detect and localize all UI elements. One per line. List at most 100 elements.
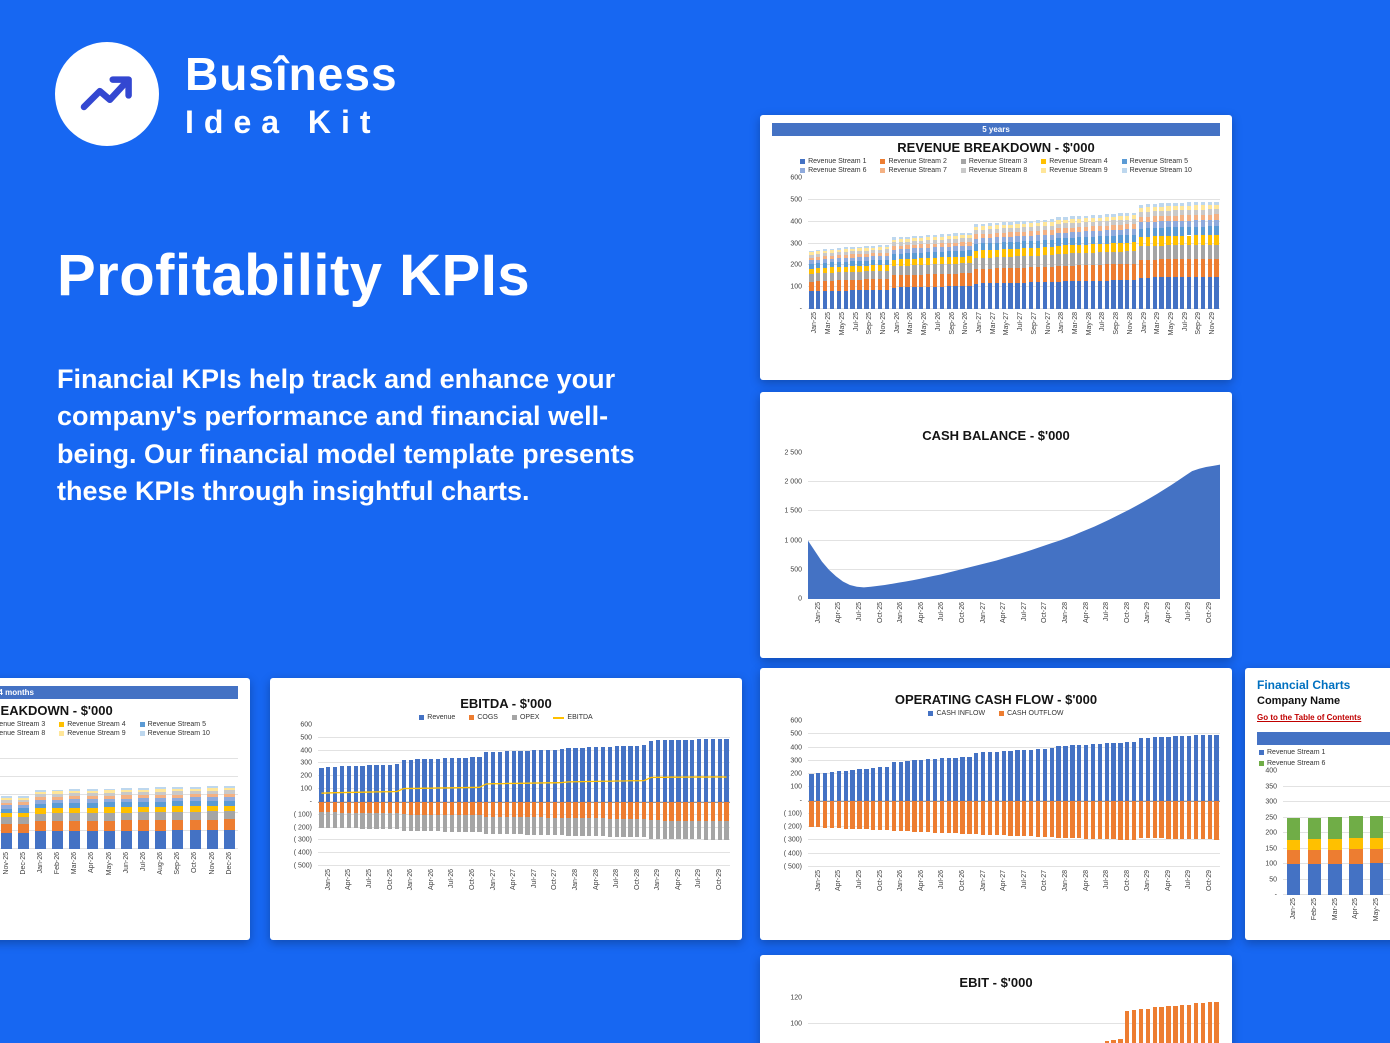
bar-segment bbox=[1159, 206, 1164, 211]
bar-segment bbox=[206, 811, 218, 820]
bar-segment bbox=[871, 768, 876, 801]
bar-segment bbox=[939, 234, 945, 237]
legend-item: Revenue Stream 3 bbox=[0, 721, 45, 728]
x-axis-label: Apr-27 bbox=[1000, 602, 1008, 624]
bar-segment bbox=[690, 739, 695, 802]
bar-segment bbox=[120, 802, 132, 808]
bar-segment bbox=[1104, 1041, 1109, 1043]
gridline bbox=[808, 286, 1220, 288]
bar-segment bbox=[1083, 252, 1089, 266]
bar-segment bbox=[816, 281, 821, 292]
bar-segment bbox=[1207, 209, 1212, 215]
bar-segment bbox=[967, 237, 972, 242]
legend-swatch bbox=[928, 711, 934, 716]
bar-segment bbox=[429, 814, 434, 832]
bar-segment bbox=[155, 797, 167, 802]
bar-segment bbox=[1022, 227, 1027, 232]
x-axis-label: Nov-25 bbox=[2, 852, 10, 875]
bar-segment bbox=[0, 802, 12, 806]
bar-segment bbox=[891, 245, 897, 250]
bar-segment bbox=[912, 244, 917, 249]
bar-segment bbox=[919, 265, 924, 275]
bar-segment bbox=[1173, 227, 1178, 236]
bar-segment bbox=[690, 820, 695, 840]
x-axis: Jan-25Feb-25Mar-25Apr-25May-25Jun-25Jul-… bbox=[0, 849, 238, 891]
bar-segment bbox=[925, 759, 931, 801]
x-axis: Jan-25 Apr-25 Jul-25 Oct-25 Jan-26 Apr-26 Jul-… bbox=[808, 867, 1220, 911]
bar-segment bbox=[891, 242, 897, 246]
bar-segment bbox=[155, 789, 167, 792]
legend-item: Revenue Stream 1 bbox=[1259, 749, 1325, 756]
panel-title: Financial Charts bbox=[1257, 678, 1351, 692]
bar-segment bbox=[120, 812, 132, 821]
bar-segment bbox=[1077, 218, 1082, 223]
bar-segment bbox=[1207, 205, 1212, 210]
bar-segment bbox=[1028, 267, 1034, 283]
x-axis-label: Nov-27 bbox=[1044, 312, 1052, 335]
bar-segment bbox=[1152, 206, 1157, 212]
bar-segment bbox=[1118, 224, 1123, 230]
y-tick-label: 250 bbox=[1265, 814, 1277, 821]
bar-segment bbox=[103, 798, 115, 803]
bar-segment bbox=[1028, 282, 1034, 309]
bar-segment bbox=[86, 812, 98, 821]
chart-card-cash-balance: CASH BALANCE - $'000 2 500 2 000 1 500 1 00… bbox=[760, 392, 1232, 658]
x-axis-label: Oct-27 bbox=[1041, 602, 1049, 624]
bar-segment bbox=[35, 813, 47, 822]
bar-segment bbox=[864, 800, 869, 830]
bar-segment bbox=[1083, 226, 1089, 232]
bar-segment bbox=[1049, 221, 1054, 226]
bar-segment bbox=[1077, 222, 1082, 228]
bar-segment bbox=[898, 761, 903, 801]
legend-item: Revenue Stream 7 bbox=[880, 167, 947, 174]
bar-segment bbox=[484, 801, 489, 817]
bar-segment bbox=[1022, 248, 1027, 257]
bar-segment bbox=[1186, 202, 1192, 206]
bar-segment bbox=[1097, 221, 1103, 226]
bar-segment bbox=[1090, 280, 1096, 309]
bar-segment bbox=[1166, 215, 1171, 222]
bar-segment bbox=[939, 251, 945, 258]
y-tick-label: 120 bbox=[790, 994, 802, 1002]
table-of-contents-link[interactable]: Go to the Table of Contents bbox=[1257, 713, 1362, 722]
x-axis-label: May-26 bbox=[105, 852, 113, 876]
bar-segment bbox=[1077, 281, 1082, 309]
gridline bbox=[808, 799, 1220, 801]
bar-segment bbox=[953, 256, 958, 264]
bar-segment bbox=[326, 801, 331, 813]
x-axis-label: Apr-26 bbox=[427, 869, 435, 891]
plot-area bbox=[808, 998, 1220, 1043]
bar-segment bbox=[1125, 242, 1130, 252]
bar-segment bbox=[35, 803, 47, 809]
y-axis: 600 500 400 300 200 100 - ( 100) ( 200) ( 300) ( 4… bbox=[772, 718, 808, 871]
legend-swatch bbox=[139, 722, 145, 727]
chart-title: OPERATING CASH FLOW - $'000 bbox=[894, 692, 1098, 707]
x-axis-label: Jan-26 bbox=[893, 312, 901, 334]
bar-segment bbox=[703, 820, 709, 840]
bar-segment bbox=[898, 275, 903, 288]
bar-segment bbox=[1200, 735, 1206, 801]
bar-segment bbox=[891, 266, 897, 276]
x-axis-label: May-25 bbox=[1373, 898, 1381, 922]
bar-segment bbox=[1008, 256, 1013, 269]
bar-segment bbox=[925, 244, 931, 248]
bar-segment bbox=[1207, 800, 1212, 840]
bar-segment bbox=[994, 228, 1000, 234]
bar-segment bbox=[1035, 222, 1041, 227]
x-axis-label: Jul-27 bbox=[530, 869, 538, 889]
bar-segment bbox=[1214, 258, 1219, 277]
bar-segment bbox=[836, 272, 842, 281]
x-axis-label: Jan-27 bbox=[489, 869, 497, 891]
x-axis-label: Apr-25 bbox=[835, 602, 843, 624]
bar-segment bbox=[339, 812, 345, 829]
y-tick-label: 100 bbox=[1265, 860, 1277, 868]
bar-segment bbox=[932, 274, 938, 287]
bar-segment bbox=[1015, 221, 1020, 225]
bar-segment bbox=[319, 801, 324, 813]
plot-area bbox=[808, 453, 1220, 599]
bar-segment bbox=[960, 286, 965, 309]
bar-segment bbox=[1214, 1001, 1219, 1043]
bar-segment bbox=[1152, 245, 1157, 260]
bar-segment bbox=[925, 252, 931, 259]
legend-item: Revenue Stream 8 bbox=[0, 730, 45, 737]
